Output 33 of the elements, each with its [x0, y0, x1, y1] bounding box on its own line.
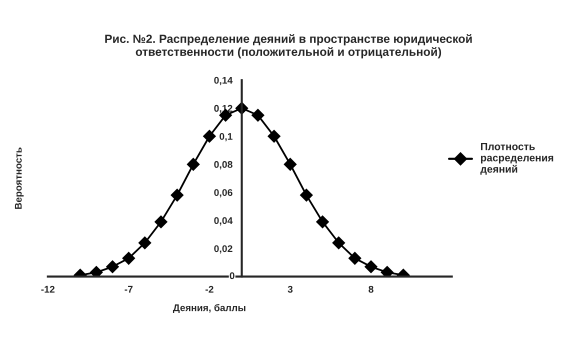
point — [203, 130, 216, 143]
point — [380, 266, 394, 277]
x-tick-label: -7 — [124, 286, 133, 293]
y-tick-label: 0,06 — [214, 189, 232, 198]
point — [348, 252, 362, 265]
point — [252, 108, 264, 122]
x-tick-label: -12 — [41, 286, 55, 293]
point — [90, 266, 103, 277]
y-tick-label: 0,1 — [220, 132, 232, 142]
point — [300, 188, 313, 202]
point — [284, 158, 297, 171]
x-tick-label: 3 — [288, 286, 293, 293]
point — [106, 260, 119, 274]
y-axis-title: Вероятность — [14, 148, 24, 209]
legend-label: Плотность расределения деяний — [480, 142, 554, 175]
x-tick-label: 8 — [368, 286, 374, 293]
y-tick-label: 0,02 — [214, 245, 232, 254]
y-tick-label: 0,04 — [214, 217, 233, 226]
point — [186, 158, 200, 171]
x-axis-title: Деяния, баллы — [172, 304, 246, 314]
y-tick-label: 0,08 — [214, 161, 232, 170]
y-tick-label: 0,14 — [214, 76, 233, 86]
point — [364, 260, 378, 274]
point — [316, 215, 329, 228]
point — [138, 236, 152, 250]
point — [170, 188, 184, 202]
point — [332, 236, 346, 250]
point — [268, 130, 280, 143]
y-tick-label: 0 — [230, 272, 234, 280]
x-tick-label: -2 — [206, 286, 214, 293]
chart-title: Рис. №2. Распределение деяний в пространстве юридической ответственности (положительной и отрицательной) — [105, 34, 472, 58]
point — [122, 252, 136, 265]
point — [154, 215, 168, 228]
